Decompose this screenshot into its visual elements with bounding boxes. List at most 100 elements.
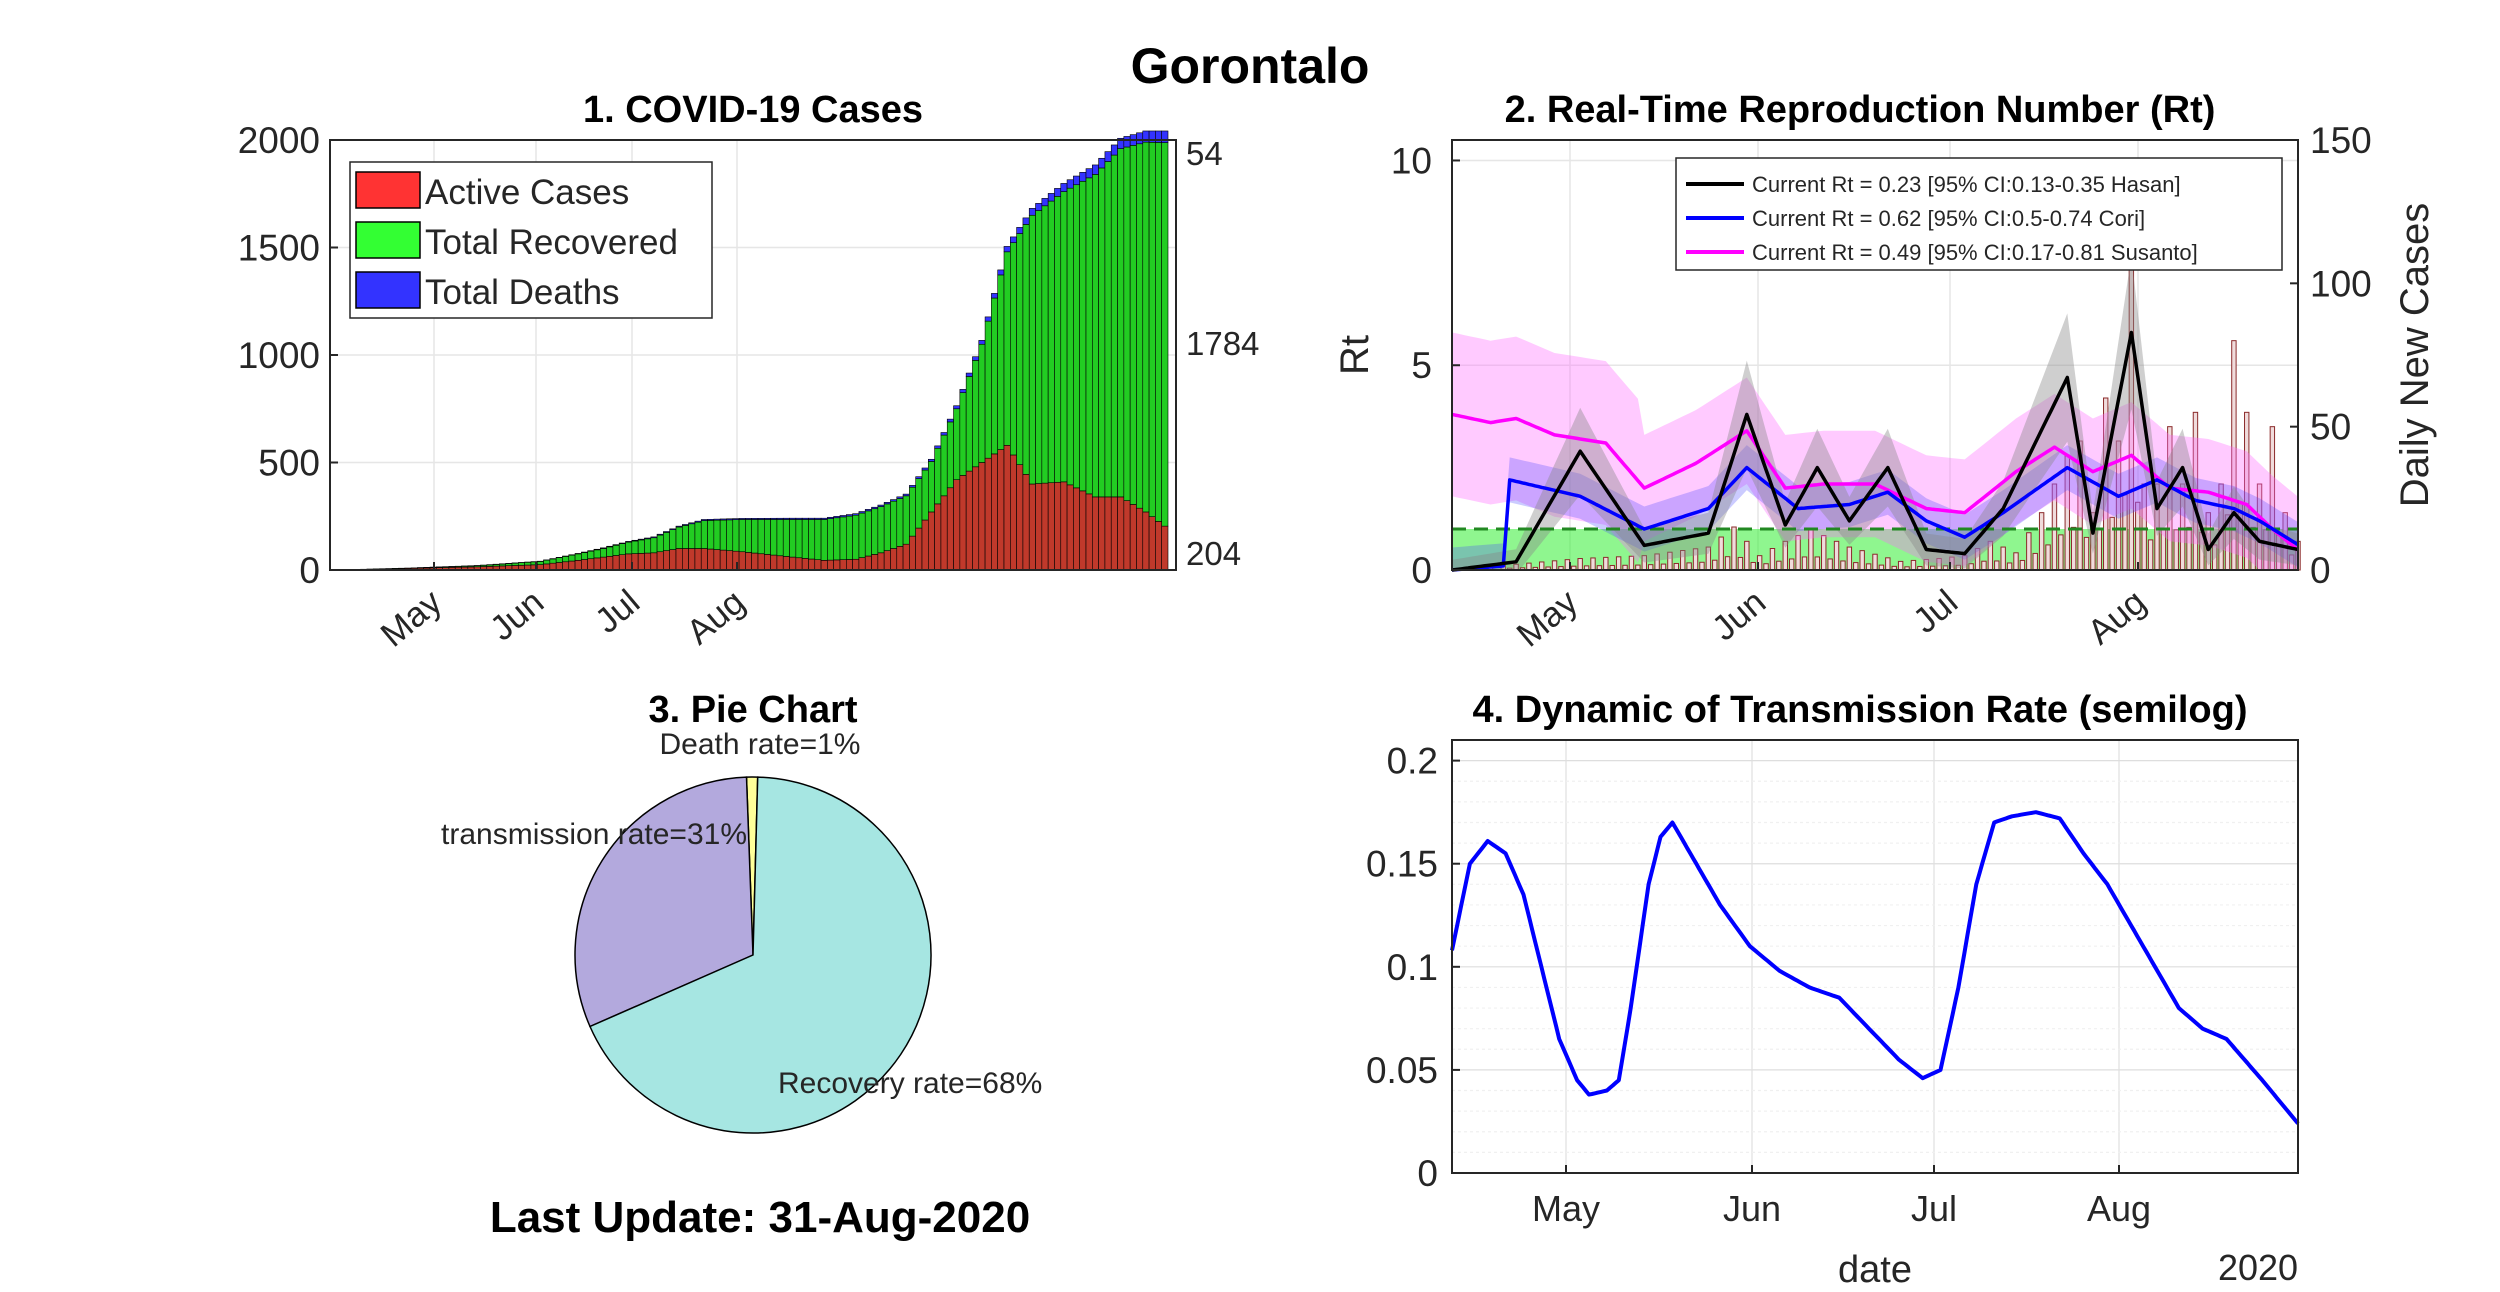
cases-bar-recovered <box>1066 187 1074 486</box>
cases-bar-active <box>707 548 715 571</box>
rt-daily-case-bar <box>2083 536 2090 571</box>
cases-bar-active <box>858 557 866 571</box>
cases-bar-recovered <box>536 561 544 565</box>
cases-bar-deaths <box>852 513 860 516</box>
cases-bar-active <box>637 553 645 571</box>
cases-bar-active <box>738 551 746 571</box>
cases-bar-deaths <box>808 517 816 520</box>
pie-label-transmission: transmission rate=31% <box>441 818 747 851</box>
cases-bar-recovered <box>757 519 765 555</box>
cases-bar-active <box>745 552 752 571</box>
cases-bar-recovered <box>921 469 929 521</box>
cases-bar-recovered <box>1073 184 1080 489</box>
cases-bar-deaths <box>1047 193 1055 202</box>
cases-bar-deaths <box>1123 136 1131 148</box>
transmission-y-tick-label: 0.1 <box>1387 947 1438 988</box>
cases-bar-deaths <box>770 517 778 520</box>
cases-bar-recovered <box>587 550 595 560</box>
rt-legend-label-0: Current Rt = 0.23 [95% CI:0.13-0.35 Hasa… <box>1752 172 2181 197</box>
cases-bar-recovered <box>1161 142 1169 527</box>
cases-bar-recovered <box>1060 191 1068 483</box>
cases-bar-deaths <box>896 496 904 499</box>
rt-daily-case-bar <box>1872 553 1878 571</box>
cases-bar-recovered <box>726 519 734 551</box>
rt-daily-case-bar <box>1994 560 2000 571</box>
cases-bar-recovered <box>669 529 677 550</box>
rt-daily-case-bar <box>2032 552 2038 571</box>
cases-bar-deaths <box>965 372 973 377</box>
cases-bar-deaths <box>928 458 935 462</box>
cases-bar-deaths <box>953 405 961 410</box>
rt-y-tick-label: 10 <box>1391 140 1432 181</box>
cases-bar-deaths <box>751 518 759 520</box>
cases-bar-active <box>940 495 948 571</box>
rt-y-tick-label: 5 <box>1411 345 1432 386</box>
cases-bar-recovered <box>568 554 576 562</box>
rt-y-axis-right-label: Daily New Cases <box>2393 203 2437 508</box>
cases-bar-recovered <box>896 498 904 547</box>
cases-bar-active <box>574 560 582 571</box>
rt-daily-case-bar <box>2006 562 2013 571</box>
cases-bar-recovered <box>776 519 784 557</box>
cases-bar-deaths <box>713 518 721 521</box>
cases-bar-deaths <box>1104 151 1112 162</box>
rt-daily-case-bar <box>1801 556 1808 571</box>
cases-bar-recovered <box>751 519 759 554</box>
rt-daily-case-bar <box>2026 532 2032 571</box>
cases-bar-recovered <box>1041 205 1049 484</box>
cases-bar-active <box>801 558 809 571</box>
cases-bar-deaths <box>675 525 683 528</box>
cases-bar-active <box>600 556 607 571</box>
cases-bar-active <box>839 559 847 571</box>
cases-y-tick-label: 500 <box>258 443 320 484</box>
rt-daily-case-bar <box>2147 539 2154 571</box>
cases-bar-recovered <box>770 519 778 556</box>
cases-y-tick-label: 2000 <box>238 120 320 161</box>
cases-bar-recovered <box>1136 143 1144 509</box>
cases-bar-active <box>883 550 891 571</box>
cases-bar-recovered <box>524 561 532 566</box>
legend-label-active: Active Cases <box>425 173 629 212</box>
rt-daily-case-bar <box>1821 535 1827 571</box>
cases-bar-deaths <box>776 517 784 520</box>
rt-y-right-tick-label: 150 <box>2310 120 2372 161</box>
cases-bar-recovered <box>877 506 885 554</box>
cases-bar-active <box>606 555 614 571</box>
rt-daily-case-bar <box>1885 557 1891 571</box>
cases-bar-recovered <box>782 519 790 557</box>
cases-bar-recovered <box>694 521 702 549</box>
cases-bar-active <box>814 559 822 571</box>
cases-bar-active <box>909 535 916 571</box>
cases-bar-recovered <box>505 563 513 566</box>
cases-bar-recovered <box>581 552 588 560</box>
cases-bar-recovered <box>764 519 771 555</box>
rt-y-axis-label: Rt <box>1333 335 1377 375</box>
cases-bar-recovered <box>606 546 614 557</box>
end-label-active: 204 <box>1186 535 1241 572</box>
cases-bar-recovered <box>650 537 658 554</box>
legend-swatch-active <box>355 171 421 209</box>
cases-bar-active <box>644 552 652 571</box>
rt-daily-case-bar <box>1603 556 1609 571</box>
cases-bar-active <box>669 549 677 571</box>
cases-bar-recovered <box>934 447 942 505</box>
cases-bar-recovered <box>928 461 935 513</box>
rt-daily-case-bars <box>1474 268 2301 571</box>
rt-series-line-1 <box>1451 465 2299 572</box>
rt-band-2 <box>1452 332 2298 570</box>
cases-bar-recovered <box>858 512 866 558</box>
rt-y-ticks-right: 0 50 100 150 <box>2290 120 2372 591</box>
cases-bar-active <box>764 554 771 571</box>
cases-y-ticks: 0 500 1000 1500 2000 <box>238 120 338 591</box>
cases-bar-active <box>1054 481 1062 571</box>
cases-bar-recovered <box>738 519 746 553</box>
cases-bar-deaths <box>940 432 948 436</box>
cases-bar-deaths <box>700 519 708 521</box>
cases-bar-active <box>618 554 626 571</box>
rt-x-tick-label: Aug <box>2080 582 2153 652</box>
cases-bar-deaths <box>959 389 967 393</box>
end-label-recovered: 1784 <box>1186 325 1259 362</box>
transmission-y-tick-label: 0.15 <box>1366 844 1438 885</box>
cases-bar-recovered <box>732 519 740 552</box>
cases-bar-recovered <box>1123 146 1131 501</box>
